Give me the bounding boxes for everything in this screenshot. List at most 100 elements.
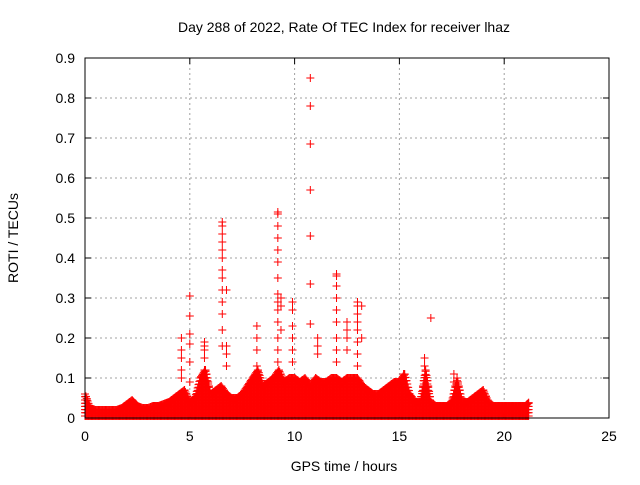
spike-point	[332, 282, 341, 290]
spike-point	[288, 298, 297, 306]
spike-point	[218, 222, 227, 230]
spike-point	[252, 346, 261, 354]
baseline-point	[276, 370, 285, 378]
chart-title: Day 288 of 2022, Rate Of TEC Index for r…	[178, 19, 510, 35]
spike-point	[353, 326, 362, 334]
spike-point	[306, 186, 315, 194]
plot-frame	[84, 57, 610, 419]
y-tick-label: 0	[67, 410, 75, 426]
spike-point	[218, 238, 227, 246]
spike-point	[449, 370, 458, 378]
spike-point	[332, 358, 341, 366]
x-tick-label: 5	[186, 428, 194, 444]
x-tick-label: 10	[287, 428, 303, 444]
x-axis-label: GPS time / hours	[291, 458, 398, 474]
baseline-point	[203, 374, 212, 382]
spike-point	[222, 286, 231, 294]
spike-point	[218, 246, 227, 254]
spike-point	[273, 222, 282, 230]
spike-point	[218, 326, 227, 334]
spike-point	[185, 292, 194, 300]
spike-point	[288, 334, 297, 342]
spike-point	[288, 358, 297, 366]
spike-point	[353, 338, 362, 346]
baseline-point	[401, 373, 410, 382]
spike-point	[306, 232, 315, 240]
spike-point	[276, 294, 285, 302]
spike-point	[185, 340, 194, 348]
grid	[85, 58, 609, 418]
spike-point	[306, 280, 315, 288]
spike-point	[288, 322, 297, 330]
baseline-point	[403, 380, 412, 388]
spike-point	[332, 294, 341, 302]
spike-point	[218, 298, 227, 306]
baseline-point	[481, 392, 490, 400]
y-tick-label: 0.9	[56, 50, 76, 66]
baseline-point	[277, 372, 286, 380]
spike-point	[177, 334, 186, 342]
x-tick-label: 0	[81, 428, 89, 444]
baseline-point	[455, 386, 464, 394]
spike-point	[357, 334, 366, 342]
spike-point	[273, 334, 282, 342]
spike-point	[273, 246, 282, 254]
spike-point	[218, 310, 227, 318]
spike-point	[252, 322, 261, 330]
spike-point	[420, 362, 429, 370]
y-tick-label: 0.6	[56, 170, 76, 186]
baseline-point	[181, 388, 190, 396]
spike-point	[222, 350, 231, 358]
baseline-point	[482, 394, 491, 402]
y-tick-label: 0.3	[56, 290, 76, 306]
spike-point	[218, 266, 227, 274]
spike-point	[185, 312, 194, 320]
spike-point	[222, 342, 231, 350]
baseline-point	[422, 371, 431, 380]
spike-point	[273, 318, 282, 326]
x-tick-label: 25	[601, 428, 617, 444]
spike-point	[353, 362, 362, 370]
spike-point	[343, 318, 351, 326]
spike-point	[353, 318, 362, 326]
spike-point	[177, 346, 186, 354]
x-tick-label: 15	[392, 428, 408, 444]
baseline-point	[423, 376, 432, 385]
spike-point	[306, 102, 315, 110]
spike-point	[288, 346, 297, 354]
spike-point	[357, 302, 366, 310]
y-tick-label: 0.7	[56, 130, 76, 146]
baseline-point	[421, 366, 430, 374]
spike-point	[273, 210, 282, 218]
spike-point	[276, 302, 285, 310]
spike-point	[177, 374, 186, 382]
spike-point	[343, 346, 351, 354]
spike-point	[332, 334, 341, 342]
spike-point	[273, 358, 282, 366]
spike-point	[218, 274, 227, 282]
spike-point	[353, 350, 362, 358]
y-tick-label: 0.4	[56, 250, 76, 266]
spike-point	[200, 346, 209, 354]
spike-point	[399, 370, 408, 378]
baseline-point	[274, 366, 283, 374]
spike-point	[185, 378, 194, 386]
y-tick-label: 0.1	[56, 370, 76, 386]
spike-point	[306, 320, 315, 328]
spike-point	[218, 254, 227, 262]
spike-point	[273, 258, 282, 266]
spike-point	[449, 378, 458, 386]
spike-point	[343, 334, 351, 342]
baseline-point	[202, 370, 211, 378]
spike-point	[273, 234, 282, 242]
baseline-point	[524, 398, 533, 407]
baseline-point	[205, 382, 214, 390]
spike-point	[177, 354, 186, 362]
baseline-point	[522, 400, 531, 409]
spike-point	[185, 330, 194, 338]
spike-point	[200, 354, 209, 362]
spike-point	[273, 346, 282, 354]
spike-point	[420, 354, 429, 362]
spike-point	[252, 362, 261, 370]
